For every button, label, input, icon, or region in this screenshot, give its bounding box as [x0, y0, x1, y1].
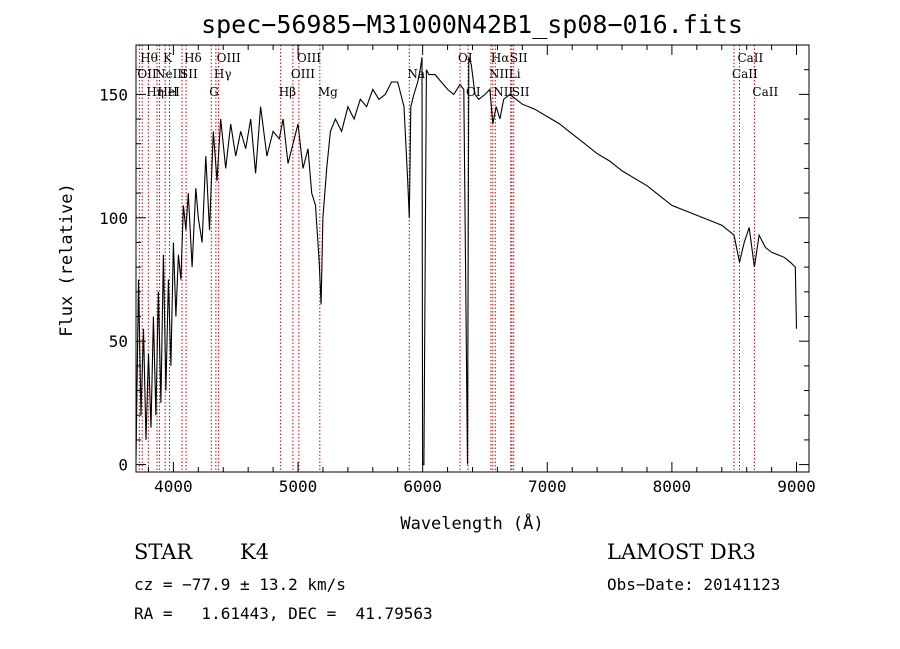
x-axis-label: Wavelength (Å)	[400, 512, 543, 534]
y-tick-label-1: 50	[109, 332, 128, 351]
x-axis-ticks: 4000 5000 6000 7000 8000 9000	[147, 45, 816, 496]
line-marker-label-11: OIII	[217, 51, 241, 65]
line-marker-label-10: Hγ	[214, 67, 232, 81]
y-tick-label-2: 100	[99, 209, 128, 228]
x-tick-label-3: 7000	[528, 477, 567, 496]
line-marker-label-25: CaII	[732, 67, 758, 81]
obs-date: Obs−Date: 20141123	[607, 575, 781, 594]
plot-frame	[135, 44, 810, 473]
line-marker-label-8: Hδ	[184, 51, 202, 65]
x-tick-label-2: 6000	[403, 477, 442, 496]
line-marker-label-18: OI	[466, 85, 481, 99]
survey-name: LAMOST DR3	[607, 540, 756, 564]
line-marker-label-1: Hθ	[140, 51, 158, 65]
spectrum-line	[135, 57, 798, 466]
y-tick-label-3: 150	[99, 85, 128, 104]
y-axis-label: Flux (relative)	[57, 183, 77, 337]
line-marker-label-22: Li	[509, 67, 521, 81]
x-tick-label-4: 8000	[653, 477, 692, 496]
line-marker-label-2: Hη	[146, 85, 164, 99]
object-class: STAR	[134, 540, 193, 564]
line-marker-labels: OIIHθHηNeIIIHeIKHSIIHδGHγOIIIHβOIIIOIIIM…	[137, 51, 778, 99]
chart-title: spec−56985−M31000N42B1_sp08−016.fits	[201, 10, 743, 39]
y-axis-ticks: 0 50 100 150	[99, 69, 809, 475]
y-tick-label-0: 0	[118, 456, 128, 475]
line-marker-label-15: Mg	[318, 85, 338, 99]
line-marker-label-20: Hα	[491, 51, 510, 65]
line-marker-label-21: NII	[493, 85, 513, 99]
line-marker-label-12: Hβ	[279, 85, 296, 99]
line-marker-label-14: OIII	[297, 51, 321, 65]
x-tick-label-1: 5000	[279, 477, 318, 496]
line-markers	[138, 45, 755, 472]
line-marker-label-23: SII	[510, 51, 528, 65]
line-marker-label-9: G	[209, 85, 219, 99]
line-marker-label-7: SII	[180, 67, 198, 81]
line-marker-label-3: NeIII	[155, 67, 187, 81]
coordinates: RA = 1.61443, DEC = 41.79563	[134, 604, 433, 623]
subclass: K4	[240, 540, 270, 564]
line-marker-label-27: CaII	[752, 85, 778, 99]
line-marker-label-26: CaII	[737, 51, 763, 65]
line-marker-label-5: K	[163, 51, 173, 65]
x-tick-label-0: 4000	[154, 477, 193, 496]
x-tick-label-5: 9000	[777, 477, 816, 496]
line-marker-label-0: OII	[137, 67, 157, 81]
line-marker-label-13: OIII	[291, 67, 315, 81]
line-marker-label-19: NII	[489, 67, 509, 81]
line-marker-label-4: HeI	[158, 85, 181, 99]
velocity-readout: cz = −77.9 ± 13.2 km/s	[134, 575, 346, 594]
line-marker-label-24: SII	[512, 85, 530, 99]
line-marker-label-6: H	[168, 85, 178, 99]
